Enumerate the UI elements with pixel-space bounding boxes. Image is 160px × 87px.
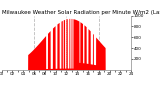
Text: Milwaukee Weather Solar Radiation per Minute W/m2 (Last 24 Hours): Milwaukee Weather Solar Radiation per Mi… (2, 10, 160, 15)
